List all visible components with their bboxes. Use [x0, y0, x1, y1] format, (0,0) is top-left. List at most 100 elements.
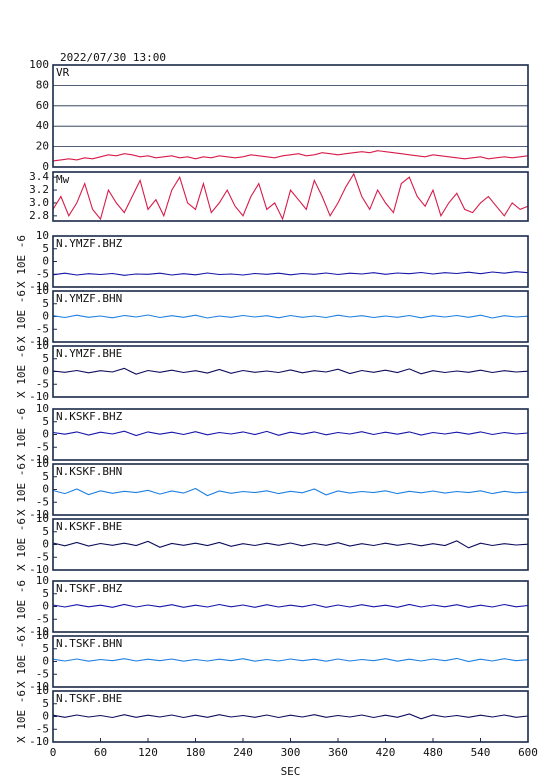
series-label: N.YMZF.BHN — [56, 292, 122, 305]
y-tick-label: 5 — [42, 642, 49, 655]
y-axis-label: X 10E -6 — [15, 345, 28, 398]
y-tick-label: 60 — [36, 99, 49, 112]
x-tick-label: 60 — [94, 746, 107, 759]
y-tick-label: 0 — [42, 428, 49, 441]
y-axis-label: X 10E -6 — [15, 580, 28, 633]
y-tick-label: 10 — [36, 629, 49, 642]
series-label: N.TSKF.BHE — [56, 692, 122, 705]
panel-frame — [52, 171, 529, 222]
y-tick-label: 5 — [42, 415, 49, 428]
y-tick-label: -5 — [36, 377, 49, 390]
y-tick-label: 10 — [36, 512, 49, 525]
panel-frame — [52, 690, 529, 743]
y-tick-label: -5 — [36, 612, 49, 625]
y-axis-label: X 10E -6 — [15, 635, 28, 688]
y-axis-label: X 10E -6 — [15, 235, 28, 288]
series-label: N.KSKF.BHN — [56, 465, 122, 478]
x-tick-label: 180 — [186, 746, 206, 759]
chart-title: 2022/07/30 13:00 — [60, 51, 166, 64]
y-tick-label: 3.0 — [29, 196, 49, 209]
series-label: N.KSKF.BHE — [56, 520, 122, 533]
y-tick-label: 80 — [36, 78, 49, 91]
y-tick-label: 0 — [42, 483, 49, 496]
x-tick-label: 300 — [281, 746, 301, 759]
x-tick-label: 600 — [518, 746, 538, 759]
y-tick-label: 10 — [36, 402, 49, 415]
x-tick-label: 540 — [471, 746, 491, 759]
y-tick-label: -10 — [29, 280, 49, 293]
data-line — [52, 314, 529, 319]
y-tick-label: 10 — [36, 284, 49, 297]
series-label: N.TSKF.BHZ — [56, 582, 123, 595]
y-tick-label: 5 — [42, 525, 49, 538]
y-tick-label: 100 — [29, 58, 49, 71]
data-line — [52, 657, 529, 663]
y-tick-label: -10 — [29, 563, 49, 576]
data-line — [52, 367, 529, 375]
data-line — [52, 487, 529, 497]
y-tick-label: 0 — [42, 655, 49, 668]
series-label: N.YMZF.BHZ — [56, 237, 123, 250]
y-tick-label: -5 — [36, 440, 49, 453]
data-line — [52, 271, 529, 276]
y-tick-label: 5 — [42, 470, 49, 483]
y-tick-label: 20 — [36, 140, 49, 153]
y-tick-label: 10 — [36, 229, 49, 242]
y-tick-label: 0 — [42, 365, 49, 378]
data-line — [52, 713, 529, 720]
y-tick-label: -10 — [29, 453, 49, 466]
panel-frame — [52, 518, 529, 571]
x-tick-label: 0 — [50, 746, 57, 759]
y-tick-label: -5 — [36, 550, 49, 563]
panel-frame — [52, 408, 529, 461]
y-tick-label: 0 — [42, 710, 49, 723]
panel-frame — [52, 64, 529, 168]
y-tick-label: -10 — [29, 625, 49, 638]
y-tick-label: 10 — [36, 339, 49, 352]
x-tick-label: 480 — [423, 746, 443, 759]
data-line — [52, 172, 529, 221]
data-line — [52, 540, 529, 549]
panel-frame — [52, 235, 529, 288]
y-tick-label: 0 — [42, 538, 49, 551]
y-tick-label: 5 — [42, 297, 49, 310]
x-tick-label: 240 — [233, 746, 253, 759]
y-tick-label: -5 — [36, 495, 49, 508]
panel-frame — [52, 290, 529, 343]
y-tick-label: 10 — [36, 574, 49, 587]
y-tick-label: -5 — [36, 322, 49, 335]
panel-frame — [52, 635, 529, 688]
y-tick-label: 0 — [42, 600, 49, 613]
y-tick-label: 5 — [42, 242, 49, 255]
series-label: VR — [56, 66, 70, 79]
y-tick-label: 0 — [42, 160, 49, 173]
y-tick-label: -10 — [29, 735, 49, 748]
panel-frame — [52, 580, 529, 633]
y-tick-label: -10 — [29, 680, 49, 693]
y-axis-label: X 10E -6 — [15, 518, 28, 571]
x-tick-label: 120 — [138, 746, 158, 759]
x-tick-label: 420 — [376, 746, 396, 759]
y-tick-label: 5 — [42, 352, 49, 365]
y-tick-label: -10 — [29, 508, 49, 521]
data-line — [52, 603, 529, 608]
series-label: N.KSKF.BHZ — [56, 410, 123, 423]
y-tick-label: 0 — [42, 310, 49, 323]
y-axis-label: X 10E -6 — [15, 408, 28, 461]
y-tick-label: 3.2 — [29, 183, 49, 196]
data-line — [52, 150, 529, 162]
y-tick-label: -10 — [29, 335, 49, 348]
y-tick-label: 2.8 — [29, 209, 49, 222]
panel-frame — [52, 345, 529, 398]
panel-frame — [52, 463, 529, 516]
y-tick-label: 3.4 — [29, 170, 49, 183]
y-tick-label: 5 — [42, 587, 49, 600]
y-tick-label: 5 — [42, 697, 49, 710]
data-line — [52, 430, 529, 437]
y-axis-label: X 10E -6 — [15, 463, 28, 516]
series-label: N.YMZF.BHE — [56, 347, 122, 360]
y-axis-label: X 10E -6 — [15, 690, 28, 743]
series-label: Mw — [56, 173, 70, 186]
x-axis-label: SEC — [281, 765, 301, 778]
